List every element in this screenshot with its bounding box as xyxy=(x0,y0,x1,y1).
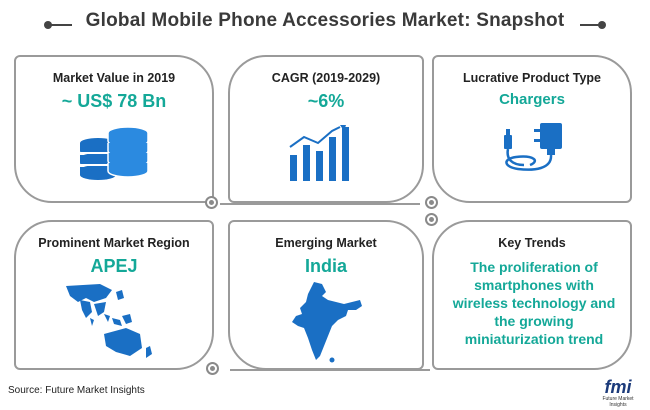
connector-top xyxy=(220,203,420,205)
key-trends-value: The proliferation of smartphones with wi… xyxy=(452,259,616,347)
key-trends-connector-dot xyxy=(425,213,438,226)
cagr-label: CAGR (2019-2029) xyxy=(271,71,381,85)
emerging-market-card: Emerging Market India xyxy=(228,220,424,370)
emerging-market-label: Emerging Market xyxy=(275,236,377,250)
fmi-logo-text: fmi xyxy=(604,377,632,397)
market-region-card: Prominent Market Region APEJ xyxy=(14,220,214,370)
database-coins-icon xyxy=(80,126,149,180)
fmi-logo: fmi Future Market Insights xyxy=(594,378,642,408)
india-map-icon xyxy=(292,282,362,363)
apej-map-icon xyxy=(66,284,152,358)
source-note: Source: Future Market Insights xyxy=(8,385,145,396)
product-type-card: Lucrative Product Type Chargers xyxy=(432,55,632,203)
market-value-card: Market Value in 2019 ~ US$ 78 Bn xyxy=(14,55,214,203)
title-left-line xyxy=(48,24,72,26)
key-trends-label: Key Trends xyxy=(498,236,566,250)
key-trends-card: Key Trends The proliferation of smartpho… xyxy=(432,220,632,370)
fmi-logo-subtext: Future Market Insights xyxy=(602,396,634,408)
product-type-label: Lucrative Product Type xyxy=(463,71,601,85)
market-region-label: Prominent Market Region xyxy=(38,236,190,250)
product-type-connector-dot xyxy=(425,196,438,209)
charger-icon xyxy=(504,123,562,171)
product-type-value: Chargers xyxy=(499,91,565,108)
market-region-value: APEJ xyxy=(90,256,138,276)
title-right-dot xyxy=(598,21,606,29)
cagr-card: CAGR (2019-2029) ~6% xyxy=(228,55,424,203)
emerging-market-value: India xyxy=(304,256,347,276)
market-value-connector-dot xyxy=(205,196,218,209)
connector-bottom xyxy=(230,369,430,371)
title-right-line xyxy=(580,24,602,26)
page-title: Global Mobile Phone Accessories Market: … xyxy=(85,10,565,31)
market-value-label: Market Value in 2019 xyxy=(52,71,176,85)
market-value-value: ~ US$ 78 Bn xyxy=(61,91,167,111)
bar-chart-growth-icon xyxy=(289,125,349,181)
market-region-connector-dot xyxy=(206,362,219,375)
cagr-value: ~6% xyxy=(307,91,345,111)
